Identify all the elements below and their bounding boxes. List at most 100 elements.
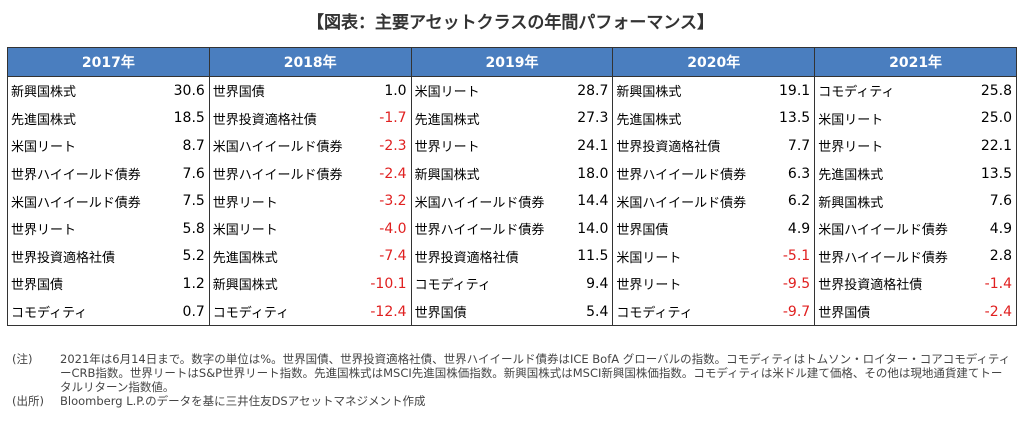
asset-name: 世界投資適格社債 <box>212 112 317 128</box>
notes: (注) 2021年は6月14日まで。数字の単位は%。世界国債、世界投資適格社債、世… <box>12 352 1012 408</box>
table-row: 世界投資適格社債 5.2 先進国株式 -7.4 世界投資適格社債 11.5 米国リート -5.… <box>7 242 1017 271</box>
return-value: 4.9 <box>752 214 816 243</box>
asset-name: 米国ハイイールド債券 <box>7 187 148 215</box>
return-value: 7.6 <box>954 187 1017 215</box>
return-value: -1.4 <box>954 270 1017 298</box>
return-value: 18.5 <box>147 104 210 133</box>
asset-name: 世界リート <box>818 140 884 156</box>
asset-name: 新興国株式 <box>818 195 884 211</box>
asset-name: 世界国債 <box>411 297 552 327</box>
return-value: 14.0 <box>551 214 614 243</box>
return-value: -2.4 <box>954 297 1017 327</box>
asset-name: 先進国株式 <box>7 104 148 133</box>
table-row: 世界リート 5.8 米国リート -4.0 世界ハイイールド債券 14.0 世界国債 4.9 米国… <box>7 214 1017 243</box>
return-value: 28.7 <box>551 76 614 105</box>
return-value: 0.7 <box>147 297 210 327</box>
asset-name: 世界ハイイールド債券 <box>616 168 747 184</box>
asset-name: 先進国株式 <box>818 168 884 184</box>
return-value: 25.0 <box>954 104 1017 133</box>
return-value: -3.2 <box>349 187 412 215</box>
return-value: 8.7 <box>147 132 210 160</box>
asset-name: 先進国株式 <box>212 250 278 266</box>
table-row: 世界国債 1.2 新興国株式 -10.1 コモディティ 9.4 世界リート -9.5 世界投資適… <box>7 270 1017 298</box>
return-value: 25.8 <box>954 76 1017 105</box>
asset-name: 世界ハイイールド債券 <box>7 159 148 188</box>
asset-name: 世界国債 <box>616 223 669 239</box>
return-value: 1.0 <box>349 76 412 105</box>
return-value: 11.5 <box>551 242 614 271</box>
year-header: 2021年 <box>814 47 1017 77</box>
return-value: 7.5 <box>147 187 210 215</box>
asset-name: 新興国株式 <box>7 76 148 105</box>
asset-name: 新興国株式 <box>212 278 278 294</box>
return-value: -1.7 <box>349 104 412 133</box>
note-text: Bloomberg L.P.のデータを基に三井住友DSアセットマネジメント作成 <box>60 394 426 408</box>
asset-name: 米国リート <box>414 85 480 101</box>
return-value: 13.5 <box>954 159 1017 188</box>
return-value: 9.4 <box>551 270 614 298</box>
return-value: 27.3 <box>551 104 614 133</box>
table-row: 米国ハイイールド債券 7.5 世界リート -3.2 米国ハイイールド債券 14.4 米国ハイ… <box>7 187 1017 215</box>
asset-name: 世界国債 <box>7 270 148 298</box>
return-value: -5.1 <box>752 242 816 271</box>
return-value: -9.5 <box>752 270 816 298</box>
return-value: 13.5 <box>752 104 816 133</box>
asset-name: 世界リート <box>212 195 278 211</box>
return-value: 2.8 <box>954 242 1017 271</box>
return-value: 1.2 <box>147 270 210 298</box>
year-header: 2019年 <box>410 47 614 77</box>
note: (注) 2021年は6月14日まで。数字の単位は%。世界国債、世界投資適格社債、世… <box>12 352 1012 394</box>
return-value: 5.8 <box>147 214 210 243</box>
asset-name: 世界ハイイールド債券 <box>414 223 545 239</box>
return-value: 30.6 <box>147 76 210 105</box>
return-value: -2.3 <box>349 132 412 160</box>
asset-name: 世界投資適格社債 <box>414 250 519 266</box>
asset-name: コモディティ <box>7 297 148 327</box>
return-value: -12.4 <box>349 297 412 327</box>
table-row: 新興国株式 30.6 世界国債 1.0 米国リート 28.7 新興国株式 19.1 コモディティ… <box>7 76 1017 105</box>
asset-name: 世界リート <box>7 214 148 243</box>
table-row: コモディティ 0.7 コモディティ -12.4 世界国債 5.4 コモディティ -9.7 世界国… <box>7 297 1017 327</box>
asset-name: 米国ハイイールド債券 <box>414 195 545 211</box>
asset-name: 世界投資適格社債 <box>818 278 923 294</box>
return-value: 14.4 <box>551 187 614 215</box>
asset-name: 先進国株式 <box>414 112 480 128</box>
asset-name: 米国ハイイールド債券 <box>818 223 948 239</box>
return-value: 24.1 <box>551 132 614 160</box>
year-header: 2020年 <box>612 47 816 77</box>
asset-name: 世界国債 <box>814 297 955 327</box>
asset-name: 先進国株式 <box>616 112 682 128</box>
note-label: (出所) <box>12 394 44 408</box>
return-value: 5.4 <box>551 297 614 327</box>
asset-name: コモディティ <box>209 297 350 327</box>
asset-name: 新興国株式 <box>616 85 682 101</box>
return-value: -10.1 <box>349 270 412 298</box>
asset-name: 世界国債 <box>212 85 265 101</box>
asset-name: 世界リート <box>616 278 682 294</box>
return-value: 18.0 <box>551 159 614 188</box>
return-value: 22.1 <box>954 132 1017 160</box>
return-value: 4.9 <box>954 214 1017 243</box>
note-text: 2021年は6月14日まで。数字の単位は%。世界国債、世界投資適格社債、世界ハイ… <box>60 352 1011 394</box>
asset-name: コモディティ <box>414 278 491 294</box>
year-header: 2017年 <box>7 47 210 77</box>
note: (出所) Bloomberg L.P.のデータを基に三井住友DSアセットマネジメン… <box>12 394 1012 408</box>
asset-name: 米国ハイイールド債券 <box>212 140 343 156</box>
return-value: 6.3 <box>752 159 816 188</box>
asset-name: 米国ハイイールド債券 <box>616 195 747 211</box>
asset-name: 米国リート <box>7 132 148 160</box>
title: 【図表：主要アセットクラスの年間パフォーマンス】 <box>307 13 714 33</box>
return-value: 19.1 <box>752 76 816 105</box>
return-value: -4.0 <box>349 214 412 243</box>
return-value: -2.4 <box>349 159 412 188</box>
header-row: 2017年 2018年 2019年 2020年 2021年 <box>7 47 1017 77</box>
asset-name: 米国リート <box>212 223 278 239</box>
year-header: 2018年 <box>208 47 412 77</box>
asset-name: 世界投資適格社債 <box>7 242 148 271</box>
asset-name: 世界リート <box>414 140 480 156</box>
asset-name: コモディティ <box>612 297 753 327</box>
return-value: -9.7 <box>752 297 816 327</box>
asset-name: コモディティ <box>818 85 895 101</box>
asset-name: 世界ハイイールド債券 <box>818 250 948 266</box>
table-row: 先進国株式 18.5 世界投資適格社債 -1.7 先進国株式 27.3 先進国株式 13.5 米… <box>7 104 1017 133</box>
